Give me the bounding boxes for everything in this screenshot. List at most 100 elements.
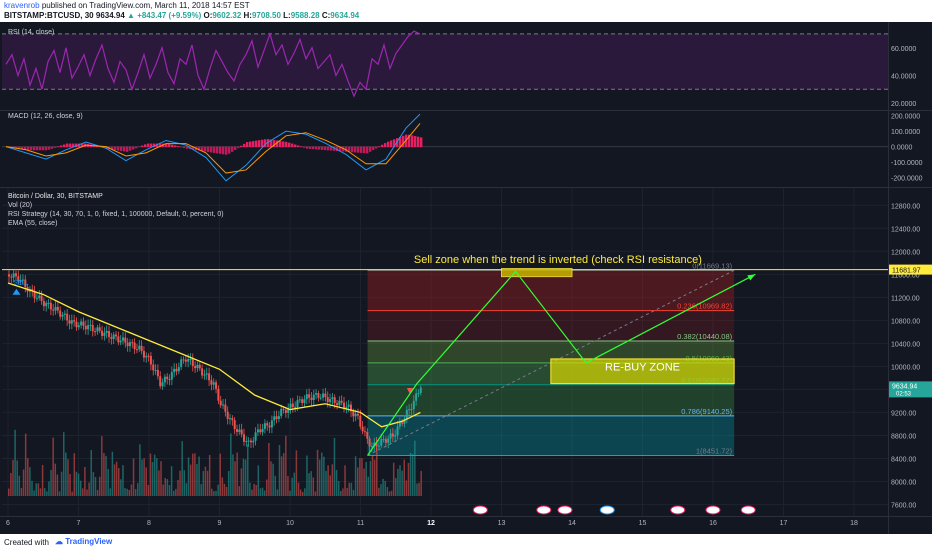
candle-body [336, 403, 339, 406]
candle-body [63, 313, 66, 315]
macd-histogram-bar [147, 143, 150, 148]
candle-body [217, 388, 220, 401]
candle-body [375, 442, 378, 447]
volume-bar [337, 481, 340, 496]
macd-histogram-bar [375, 146, 378, 149]
volume-bar [316, 449, 319, 496]
volume-bar [312, 477, 315, 496]
countdown-tag: 02:53 [896, 391, 912, 397]
volume-bar [409, 452, 412, 496]
tradingview-logo[interactable]: ☁ TradingView [55, 537, 112, 546]
macd-histogram-bar [144, 144, 147, 148]
volume-bar [217, 484, 219, 496]
volume-bar [137, 483, 139, 496]
chart-canvas[interactable]: 0(11669.13) 0.236(10969.82) 0.382(10440.08… [0, 22, 932, 534]
macd-histogram-bar [300, 146, 303, 148]
volume-bar [301, 491, 304, 496]
candle-body [96, 327, 99, 332]
candle-body [35, 298, 38, 300]
macd-histogram-bar [360, 146, 363, 153]
candle-body [301, 399, 304, 404]
macd-histogram-bar [255, 140, 258, 148]
volume-bar [346, 487, 348, 496]
candle-body [352, 411, 355, 417]
volume-bar [361, 458, 363, 496]
macd-histogram-bar [309, 146, 312, 149]
macd-histogram-bar [237, 146, 240, 149]
volume-bar [177, 479, 179, 496]
macd-histogram-bar [246, 142, 249, 148]
volume-bar [340, 491, 342, 496]
candle-body [128, 342, 131, 347]
candle-body [94, 331, 97, 333]
candle-body [14, 273, 17, 277]
candle-body [61, 314, 64, 317]
candle-body [105, 331, 108, 333]
rsi-line [5, 30, 421, 98]
volume-bar [179, 470, 181, 496]
volume-bar [200, 484, 202, 496]
candle-body [305, 394, 308, 400]
candle-body [380, 439, 383, 446]
volume-bar [285, 435, 287, 496]
ema-label: EMA (55, close) [8, 220, 58, 227]
volume-bar [306, 455, 308, 496]
macd-histogram-bar [264, 139, 267, 148]
volume-bar [215, 490, 217, 496]
volume-bar [160, 461, 162, 496]
macd-histogram-bar [276, 140, 279, 148]
candle-body [315, 393, 318, 395]
volume-bar [132, 458, 135, 496]
volume-bar [168, 485, 171, 496]
macd-histogram-bar [393, 139, 396, 148]
volume-bar [196, 463, 198, 496]
volume-bar [225, 486, 228, 496]
macd-histogram-bar [135, 146, 138, 149]
candle-body [249, 440, 252, 443]
close-value: 9634.94 [330, 11, 360, 20]
candle-body [215, 382, 218, 389]
macd-tick-label: -100.0000 [891, 160, 923, 167]
macd-histogram-bar [366, 146, 369, 154]
volume-bar [187, 457, 190, 496]
macd-histogram-bar [57, 146, 60, 148]
candle-body [56, 306, 59, 311]
volume-bar [96, 489, 99, 496]
volume-bar [37, 483, 40, 496]
macd-histogram-bar [117, 146, 120, 151]
volume-bar [88, 482, 90, 496]
macd-histogram-bar [201, 146, 204, 152]
candle-body [354, 413, 357, 417]
candle-body [252, 440, 255, 443]
author-link[interactable]: kravenrob [4, 1, 40, 10]
macd-histogram-bar [105, 146, 108, 149]
macd-histogram-bar [372, 146, 375, 151]
candle-body [405, 409, 408, 419]
price-tick-label: 10400.00 [891, 341, 920, 348]
volume-bar [232, 454, 234, 496]
fib-level-label: 0.786(9140.25) [681, 407, 732, 416]
macd-histogram-bar [336, 146, 339, 152]
time-tick-label: 8 [147, 520, 151, 527]
candle-body [303, 399, 306, 404]
macd-histogram-bar [402, 135, 405, 148]
candle-body [38, 295, 41, 299]
volume-bar [219, 453, 221, 496]
candle-body [126, 342, 129, 347]
volume-bar [29, 467, 31, 496]
volume-bar [342, 488, 344, 496]
macd-histogram-bar [249, 141, 252, 148]
volume-bar [365, 461, 367, 496]
macd-histogram-bar [270, 139, 273, 148]
candle-body [312, 394, 315, 401]
macd-tick-label: 0.0000 [891, 145, 913, 152]
candle-body [394, 435, 397, 437]
volume-bar [145, 467, 147, 496]
up-arrow-icon: ▲ [127, 11, 135, 20]
volume-bar [111, 451, 114, 496]
macd-histogram-bar [285, 141, 288, 148]
volume-bar [378, 487, 380, 496]
volume-bar [359, 458, 361, 496]
macd-histogram-bar [36, 146, 39, 151]
